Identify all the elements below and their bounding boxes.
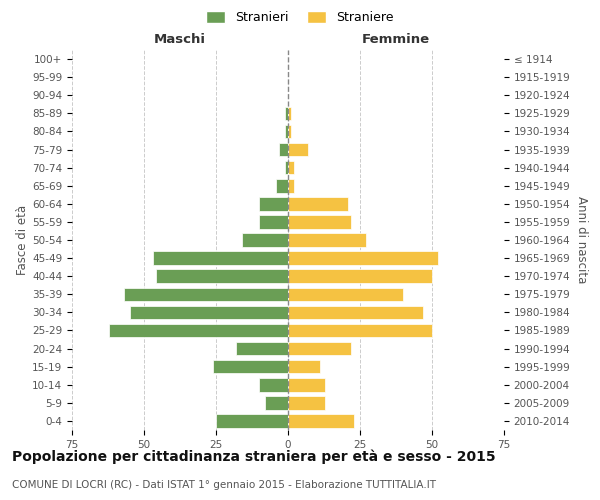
- Bar: [236, 342, 288, 355]
- Bar: [288, 161, 294, 174]
- Bar: [288, 252, 438, 265]
- Bar: [288, 414, 354, 428]
- Text: Popolazione per cittadinanza straniera per età e sesso - 2015: Popolazione per cittadinanza straniera p…: [12, 450, 496, 464]
- Bar: [280, 142, 288, 156]
- Bar: [277, 179, 288, 192]
- Bar: [259, 378, 288, 392]
- Text: Maschi: Maschi: [154, 34, 206, 46]
- Bar: [216, 414, 288, 428]
- Bar: [288, 124, 291, 138]
- Bar: [155, 270, 288, 283]
- Bar: [285, 161, 288, 174]
- Bar: [288, 270, 432, 283]
- Bar: [288, 288, 403, 301]
- Bar: [288, 215, 352, 228]
- Bar: [288, 306, 424, 319]
- Bar: [242, 233, 288, 247]
- Legend: Stranieri, Straniere: Stranieri, Straniere: [202, 6, 398, 29]
- Bar: [285, 124, 288, 138]
- Bar: [259, 197, 288, 210]
- Bar: [288, 342, 352, 355]
- Y-axis label: Fasce di età: Fasce di età: [16, 205, 29, 275]
- Bar: [124, 288, 288, 301]
- Bar: [265, 396, 288, 409]
- Bar: [259, 215, 288, 228]
- Bar: [288, 142, 308, 156]
- Bar: [109, 324, 288, 338]
- Bar: [288, 396, 325, 409]
- Bar: [288, 378, 325, 392]
- Bar: [288, 179, 294, 192]
- Bar: [285, 106, 288, 120]
- Bar: [213, 360, 288, 374]
- Y-axis label: Anni di nascita: Anni di nascita: [575, 196, 587, 284]
- Bar: [288, 197, 349, 210]
- Bar: [288, 106, 291, 120]
- Bar: [288, 233, 366, 247]
- Text: Femmine: Femmine: [362, 34, 430, 46]
- Bar: [288, 324, 432, 338]
- Bar: [130, 306, 288, 319]
- Bar: [288, 360, 320, 374]
- Text: COMUNE DI LOCRI (RC) - Dati ISTAT 1° gennaio 2015 - Elaborazione TUTTITALIA.IT: COMUNE DI LOCRI (RC) - Dati ISTAT 1° gen…: [12, 480, 436, 490]
- Bar: [152, 252, 288, 265]
